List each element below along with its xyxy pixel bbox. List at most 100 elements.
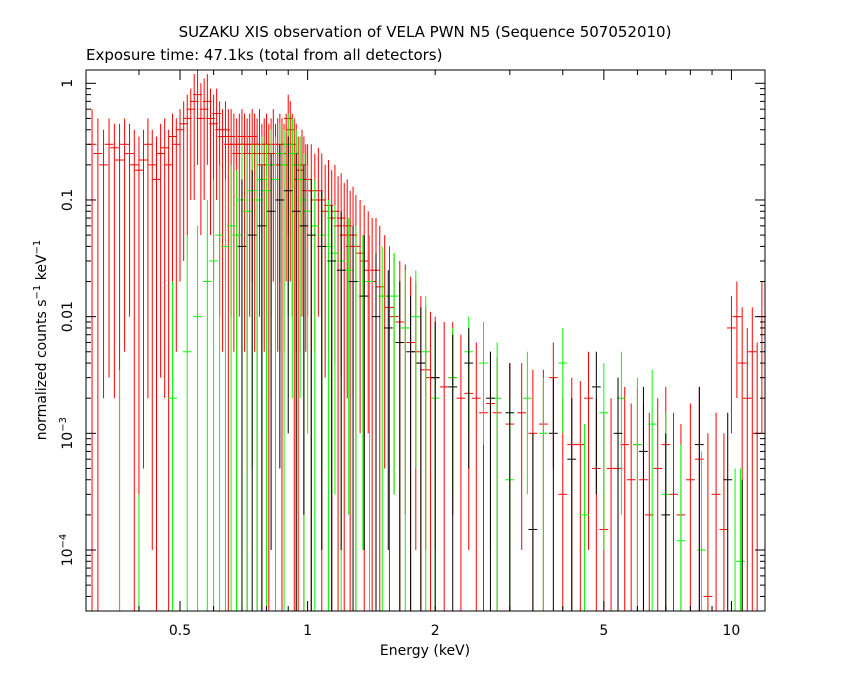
- data-point: [448, 334, 458, 611]
- data-point: [237, 179, 247, 611]
- y-tick-label: 1: [60, 79, 76, 88]
- data-layer: [87, 70, 767, 612]
- data-point: [653, 398, 663, 611]
- data-point: [575, 381, 585, 611]
- data-point: [558, 327, 568, 434]
- data-point: [262, 144, 271, 611]
- data-point: [310, 179, 320, 611]
- data-point: [406, 296, 416, 611]
- data-point: [719, 433, 729, 611]
- data-point: [363, 211, 373, 434]
- data-point: [613, 377, 623, 611]
- data-point: [134, 494, 144, 612]
- data-point: [164, 129, 174, 611]
- data-point: [727, 296, 736, 434]
- data-point: [584, 351, 593, 550]
- x-tick-label: 1: [303, 623, 312, 639]
- data-point: [606, 398, 616, 611]
- data-point: [221, 179, 230, 611]
- data-point: [380, 235, 390, 469]
- data-point: [129, 129, 139, 611]
- data-point: [567, 398, 577, 611]
- data-point: [250, 113, 260, 352]
- data-point: [152, 136, 161, 611]
- data-point: [599, 363, 609, 550]
- y-axis-label: normalized counts s−1 keV−1: [32, 240, 50, 441]
- data-point: [395, 281, 405, 611]
- data-point: [266, 153, 276, 550]
- data-point: [264, 123, 274, 611]
- data-point: [416, 307, 426, 611]
- data-point: [661, 433, 671, 611]
- data-point: [492, 342, 502, 611]
- data-point: [633, 377, 642, 611]
- data-point: [295, 136, 305, 399]
- data-point: [209, 179, 218, 611]
- data-point: [327, 205, 337, 611]
- data-point: [87, 109, 97, 611]
- data-point: [147, 129, 157, 550]
- data-point: [93, 118, 103, 611]
- data-point: [125, 123, 134, 317]
- data-point: [711, 412, 721, 611]
- tick-layer: [85, 70, 765, 612]
- data-point: [301, 144, 311, 352]
- data-point: [252, 144, 262, 611]
- data-point: [703, 433, 713, 611]
- data-point: [676, 444, 686, 611]
- data-point: [385, 246, 394, 611]
- data-point: [156, 123, 166, 378]
- data-point: [348, 225, 358, 611]
- data-point: [182, 235, 192, 611]
- y-tick-label: 0.01: [60, 301, 76, 332]
- data-point: [685, 403, 695, 611]
- data-point: [109, 123, 119, 399]
- data-point: [486, 351, 495, 611]
- data-point: [528, 433, 538, 611]
- chart-title: SUZAKU XIS observation of VELA PWN N5 (S…: [179, 23, 672, 41]
- data-point: [242, 153, 252, 611]
- data-point: [306, 179, 316, 611]
- data-point: [371, 253, 381, 611]
- data-point: [291, 153, 301, 611]
- x-tick-label: 2: [431, 623, 440, 639]
- data-point: [232, 170, 242, 611]
- data-point: [400, 270, 410, 611]
- data-point: [580, 424, 589, 611]
- data-point: [271, 136, 280, 611]
- data-point: [336, 211, 346, 550]
- data-point: [313, 147, 323, 317]
- data-point: [104, 118, 114, 378]
- data-point: [752, 342, 762, 611]
- data-point: [277, 118, 287, 611]
- y-axis-label-main: normalized counts s: [34, 299, 50, 440]
- data-point: [591, 351, 601, 495]
- y-axis-label-exp1: −1: [32, 285, 43, 300]
- data-point: [538, 377, 548, 611]
- data-point: [669, 412, 678, 611]
- y-axis-label-exp2: −1: [32, 240, 43, 255]
- data-point: [383, 270, 393, 550]
- data-point: [193, 225, 202, 611]
- data-point: [694, 386, 704, 611]
- data-point: [202, 199, 212, 611]
- data-point: [281, 113, 291, 282]
- data-point: [430, 321, 440, 611]
- y-tick-label: 10−3: [58, 417, 76, 450]
- x-tick-labels: 0.5 1 2 5 10: [169, 623, 740, 639]
- data-point: [120, 118, 129, 352]
- x-tick-label: 5: [599, 623, 608, 639]
- series-0: [87, 70, 767, 611]
- data-point: [359, 235, 369, 550]
- data-point: [426, 311, 435, 611]
- y-tick-label: 0.1: [60, 189, 76, 211]
- plot-frame: [85, 69, 766, 612]
- data-point: [456, 334, 466, 611]
- data-point: [344, 218, 354, 515]
- data-point: [275, 144, 285, 469]
- data-point: [175, 109, 185, 282]
- y-tick-label: 10−4: [58, 534, 76, 567]
- x-axis-label: Energy (keV): [380, 643, 470, 659]
- data-point: [279, 129, 289, 611]
- data-point: [522, 351, 532, 495]
